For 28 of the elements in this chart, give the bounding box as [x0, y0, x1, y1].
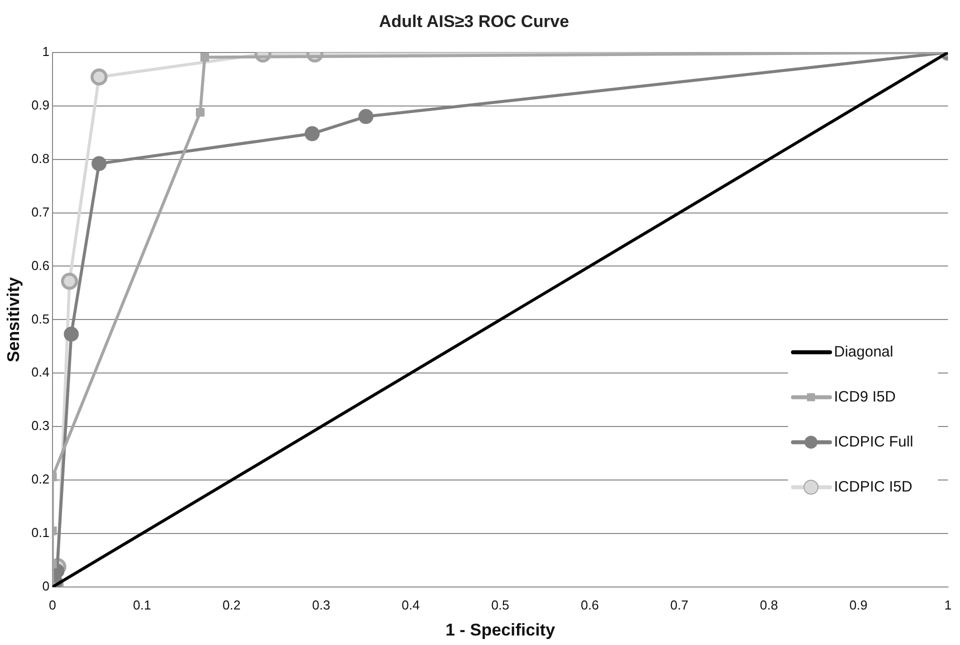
y-tick-label: 0.2: [31, 472, 50, 487]
chart-title: Adult AIS≥3 ROC Curve: [378, 12, 570, 31]
y-tick-label: 0.8: [31, 150, 50, 166]
y-tick-label: 0.7: [31, 204, 50, 220]
x-tick-label: 0.8: [760, 597, 778, 612]
y-tick-label: 0.5: [31, 311, 50, 326]
x-tick-label: 0.3: [312, 597, 330, 612]
x-tick-label: 1: [944, 597, 952, 612]
x-tick-label: 0.9: [849, 597, 868, 612]
x-tick-label: 0.5: [491, 597, 510, 612]
y-tick-label: 0.4: [31, 364, 50, 380]
y-tick-label: 0.3: [31, 418, 50, 434]
y-axis-title: Sensitivity: [4, 276, 23, 362]
legend-label: ICD9 I5D: [834, 388, 896, 406]
x-tick-label: 0.6: [580, 597, 599, 612]
x-tick-label: 0.7: [670, 597, 688, 612]
x-tick-label: 0.4: [402, 597, 420, 612]
x-axis-title: 1 - Specificity: [445, 620, 556, 640]
x-tick-label: 0.2: [222, 597, 241, 612]
y-tick-label: 1: [42, 44, 50, 59]
legend-label: ICDPIC Full: [834, 433, 914, 450]
legend-label: Diagonal: [834, 343, 894, 360]
y-tick-label: 0.9: [31, 97, 50, 112]
y-tick-label: 0.1: [31, 525, 50, 540]
legend-label: ICDPIC I5D: [834, 478, 913, 496]
y-tick-label: 0: [42, 578, 50, 594]
y-tick-label: 0.6: [31, 258, 50, 273]
x-tick-label: 0.1: [132, 597, 152, 612]
